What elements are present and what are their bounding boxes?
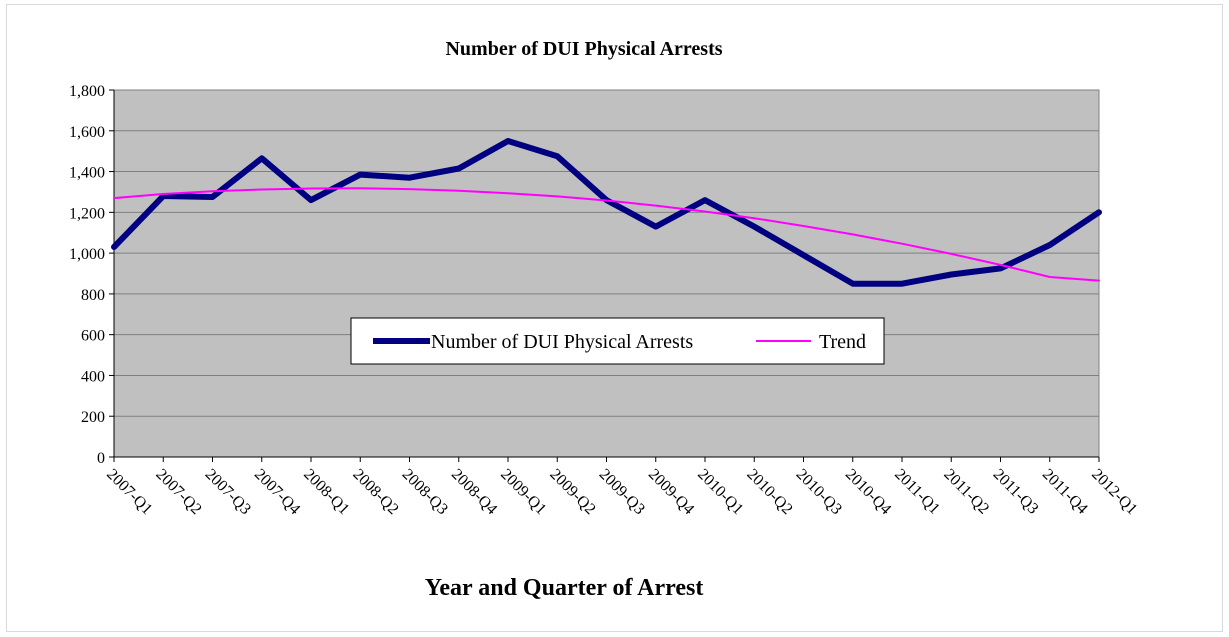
y-axis: 0 200 400 600 800 1,000 1,200 1,400 1,600 1,800 (69, 83, 115, 467)
x-tick-label: 2008-Q2 (349, 466, 401, 518)
y-tick-label: 1,200 (69, 205, 105, 222)
x-tick-label: 2011-Q3 (990, 466, 1042, 518)
chart-title: Number of DUI Physical Arrests (445, 38, 722, 60)
chart-frame: Number of DUI Physical Arrests 0 200 400 60… (6, 4, 1223, 632)
legend: Number of DUI Physical Arrests Trend (350, 317, 885, 365)
x-axis: 2007-Q12007-Q22007-Q32007-Q42008-Q12008-… (103, 456, 1140, 518)
x-tick-label: 2010-Q3 (793, 466, 845, 518)
y-tick-label: 1,400 (69, 165, 105, 182)
x-tick-label: 2011-Q2 (940, 466, 992, 518)
x-tick-label: 2011-Q1 (891, 466, 943, 518)
x-tick-label: 2008-Q4 (448, 466, 500, 518)
y-tick-label: 600 (81, 328, 105, 345)
y-tick-label: 800 (81, 287, 105, 304)
x-tick-label: 2009-Q1 (497, 466, 549, 518)
y-tick-label: 0 (97, 450, 105, 467)
x-tick-label: 2012-Q1 (1088, 466, 1140, 518)
x-tick-label: 2010-Q1 (694, 466, 746, 518)
legend-label-arrests: Number of DUI Physical Arrests (431, 331, 693, 353)
x-tick-label: 2007-Q1 (103, 466, 155, 518)
x-tick-label: 2009-Q3 (596, 466, 648, 518)
x-tick-label: 2008-Q1 (300, 466, 352, 518)
x-tick-label: 2007-Q2 (152, 466, 204, 518)
x-axis-title: Year and Quarter of Arrest (425, 575, 704, 601)
y-tick-label: 400 (81, 368, 105, 385)
line-chart: Number of DUI Physical Arrests 0 200 400 60… (69, 38, 1140, 601)
y-tick-label: 1,800 (69, 83, 105, 100)
x-tick-label: 2010-Q2 (743, 466, 795, 518)
y-tick-label: 1,000 (69, 246, 105, 263)
y-tick-label: 200 (81, 409, 105, 426)
y-tick-label: 1,600 (69, 124, 105, 141)
x-tick-label: 2007-Q4 (251, 466, 303, 518)
legend-label-trend: Trend (819, 331, 866, 353)
plot-area (113, 89, 1100, 458)
x-tick-label: 2009-Q2 (546, 466, 598, 518)
series-line-trend (113, 187, 1100, 282)
x-tick-label: 2009-Q4 (645, 466, 697, 518)
x-tick-label: 2007-Q3 (202, 466, 254, 518)
x-tick-label: 2008-Q3 (399, 466, 451, 518)
gridlines (114, 89, 1099, 417)
x-tick-label: 2010-Q4 (842, 466, 894, 518)
series-lines (111, 138, 1102, 287)
x-tick-label: 2011-Q4 (1039, 466, 1091, 518)
